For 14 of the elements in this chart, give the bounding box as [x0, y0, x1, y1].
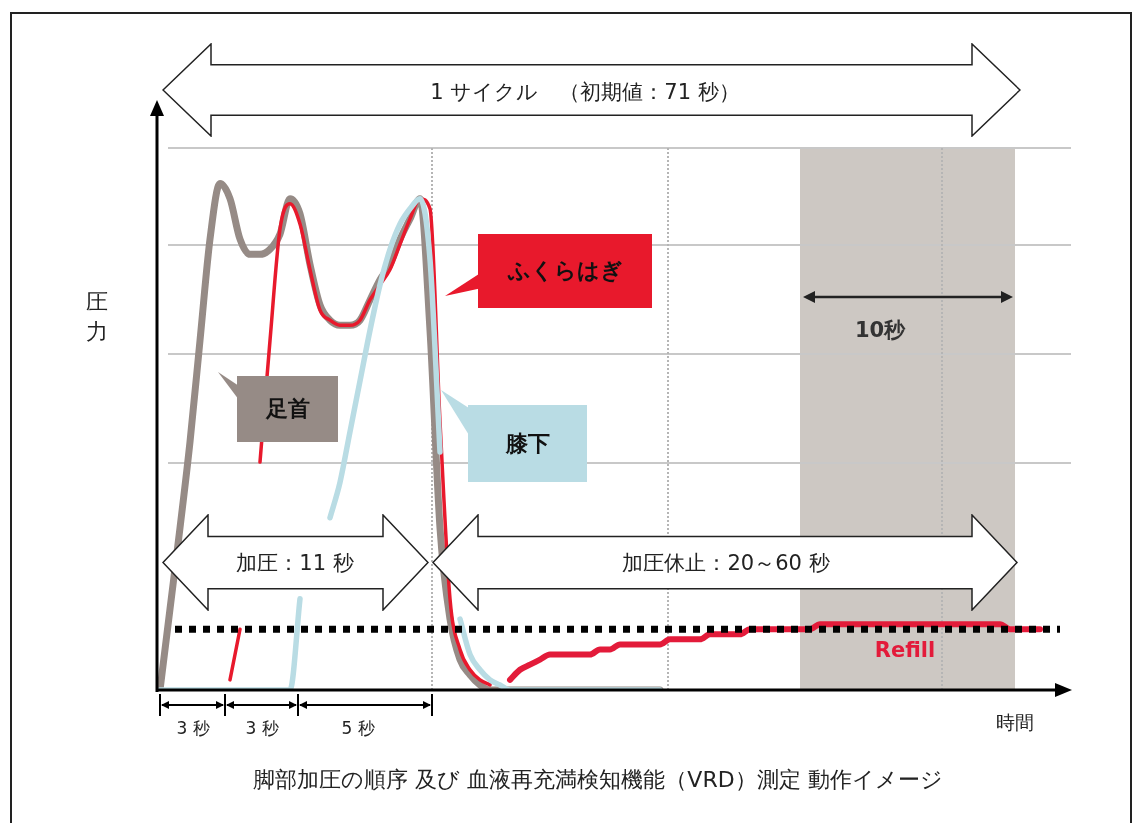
annotation: 加圧休止：20～60 秒 [622, 550, 830, 577]
series-label: Refill [874, 638, 936, 662]
y-axis-title: 圧力 [85, 288, 109, 346]
text: 脚部加圧の順序 及び 血液再充満検知機能（VRD）測定 動作イメージ [253, 766, 943, 794]
legend-label: ふくらはぎ [507, 257, 623, 285]
text: 膝下 [505, 429, 550, 458]
annotation: 10秒 [854, 317, 906, 344]
x-axis-title: 時間 [996, 710, 1034, 735]
text: 3 秒 [245, 716, 279, 740]
text: 足首 [265, 395, 310, 423]
text: 3 秒 [176, 716, 210, 740]
text: 1 サイクル （初期値：71 秒） [430, 79, 740, 106]
annotation: 加圧：11 秒 [236, 550, 354, 577]
text: 5 秒 [341, 716, 375, 740]
